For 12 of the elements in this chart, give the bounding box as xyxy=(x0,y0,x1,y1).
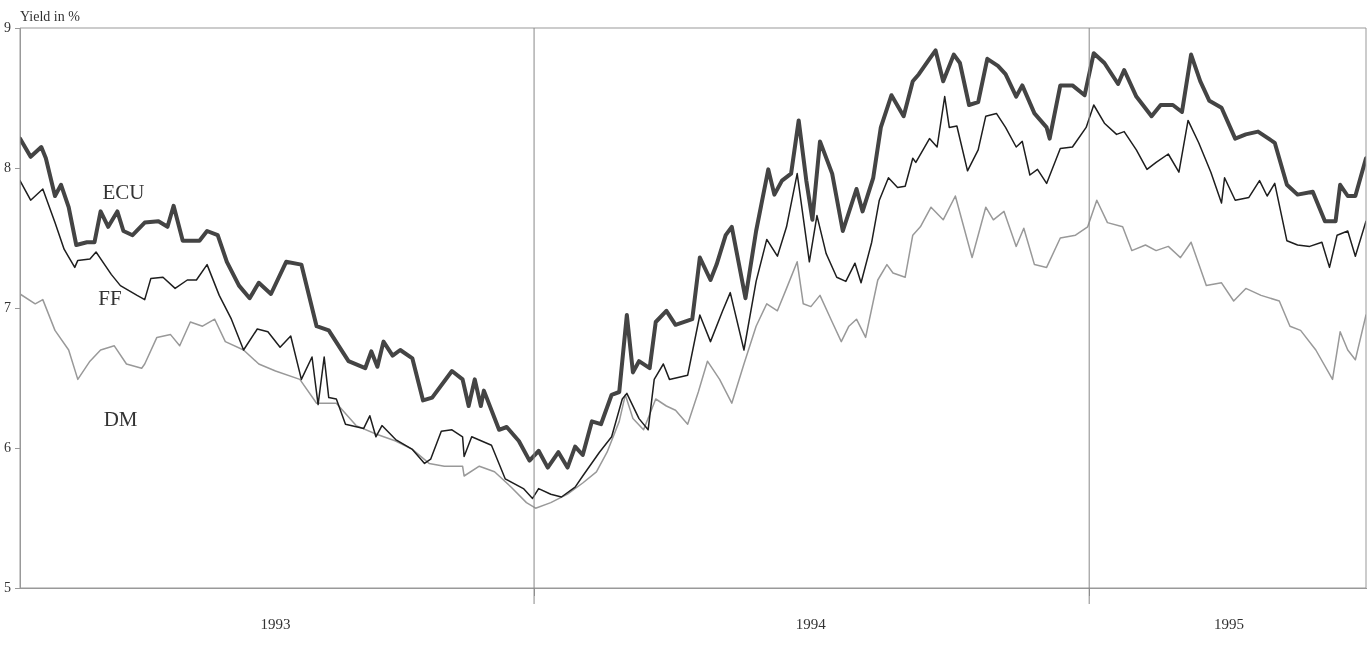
series-label: DM xyxy=(103,406,138,431)
y-axis-title: Yield in % xyxy=(20,8,81,24)
y-tick-label: 8 xyxy=(4,159,11,175)
y-tick-label: 7 xyxy=(4,299,11,315)
x-tick-label: 1994 xyxy=(795,615,827,632)
x-tick-label: 1995 xyxy=(1214,615,1245,632)
series-label: ECU xyxy=(102,179,145,204)
x-tick-label: 1993 xyxy=(260,615,291,632)
y-tick-label: 9 xyxy=(4,19,11,35)
y-tick-label: 5 xyxy=(4,579,11,595)
y-tick-label: 6 xyxy=(4,439,11,455)
series-label: FF xyxy=(98,285,122,310)
